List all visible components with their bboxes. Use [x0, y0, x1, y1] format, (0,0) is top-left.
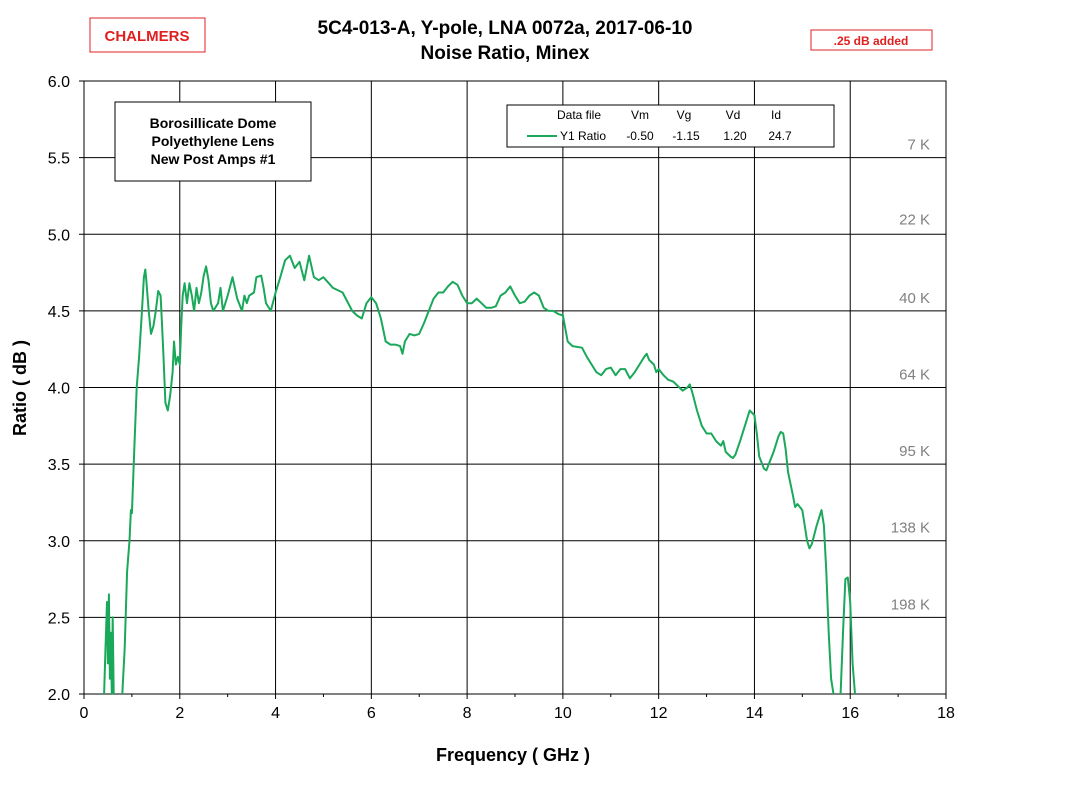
x-tick-label: 2 — [175, 705, 184, 722]
x-tick-label: 10 — [554, 705, 572, 722]
y-tick-label: 3.5 — [48, 457, 70, 474]
added-note-text: .25 dB added — [834, 34, 909, 48]
legend-vg-value: -1.15 — [672, 129, 700, 143]
y-tick-label: 4.5 — [48, 304, 70, 321]
legend: Data file Vm Vg Vd Id Y1 Ratio -0.50 -1.… — [506, 104, 835, 148]
temperature-label: 64 K — [899, 366, 930, 383]
x-axis-label: Frequency ( GHz ) — [436, 745, 590, 765]
legend-vd-value: 1.20 — [723, 129, 747, 143]
annotation-line-3: New Post Amps #1 — [151, 151, 276, 167]
x-tick-label: 6 — [367, 705, 376, 722]
x-tick-label: 0 — [80, 705, 89, 722]
y-tick-label: 2.0 — [48, 687, 70, 704]
legend-header-vd: Vd — [726, 108, 741, 122]
y-tick-label: 2.5 — [48, 610, 70, 627]
series-line-y1-ratio — [839, 576, 856, 695]
series-line-y1-ratio — [103, 593, 115, 695]
temperature-labels: 7 K 22 K 40 K 64 K 95 K 138 K 198 K — [891, 137, 930, 614]
brand-logo: CHALMERS — [89, 17, 206, 53]
chart-subtitle: Noise Ratio, Minex — [421, 43, 590, 64]
legend-header-vg: Vg — [677, 108, 692, 122]
legend-header-datafile: Data file — [557, 108, 601, 122]
y-tick-label: 6.0 — [48, 74, 70, 91]
annotation-line-2: Polyethylene Lens — [152, 133, 275, 149]
x-tick-label: 16 — [841, 705, 859, 722]
plot-frame — [83, 80, 947, 695]
x-tick-label: 14 — [746, 705, 764, 722]
temperature-label: 95 K — [899, 443, 930, 460]
y-tick-label: 4.0 — [48, 381, 70, 398]
y-axis-label: Ratio ( dB ) — [10, 340, 30, 436]
chart-title: 5C4-013-A, Y-pole, LNA 0072a, 2017-06-10 — [318, 18, 693, 39]
y-tick-label: 5.0 — [48, 227, 70, 244]
series-lines — [103, 254, 856, 695]
x-tick-label: 12 — [650, 705, 668, 722]
x-tick-label: 18 — [937, 705, 955, 722]
temperature-label: 22 K — [899, 212, 930, 229]
legend-series-name: Y1 Ratio — [560, 129, 606, 143]
annotation-box: Borosillicate Dome Polyethylene Lens New… — [114, 101, 312, 182]
y-tick-label: 3.0 — [48, 534, 70, 551]
added-note: .25 dB added — [810, 29, 933, 51]
legend-header-vm: Vm — [631, 108, 649, 122]
x-tick-label: 4 — [271, 705, 280, 722]
series-line-y1-ratio — [121, 254, 835, 695]
legend-id-value: 24.7 — [768, 129, 792, 143]
y-tick-label: 5.5 — [48, 151, 70, 168]
x-tick-label: 8 — [463, 705, 472, 722]
temperature-label: 198 K — [891, 596, 930, 613]
brand-text: CHALMERS — [105, 28, 190, 45]
legend-vm-value: -0.50 — [626, 129, 654, 143]
tick-labels: 0 2 4 6 8 10 12 14 16 18 2.0 2.5 3.0 3.5 4.0 4.5 5.0 5.5 6… — [48, 74, 955, 722]
temperature-label: 7 K — [907, 137, 930, 154]
temperature-label: 40 K — [899, 290, 930, 307]
grid-lines — [79, 80, 947, 699]
temperature-label: 138 K — [891, 520, 930, 537]
legend-header-id: Id — [771, 108, 781, 122]
annotation-line-1: Borosillicate Dome — [150, 115, 277, 131]
